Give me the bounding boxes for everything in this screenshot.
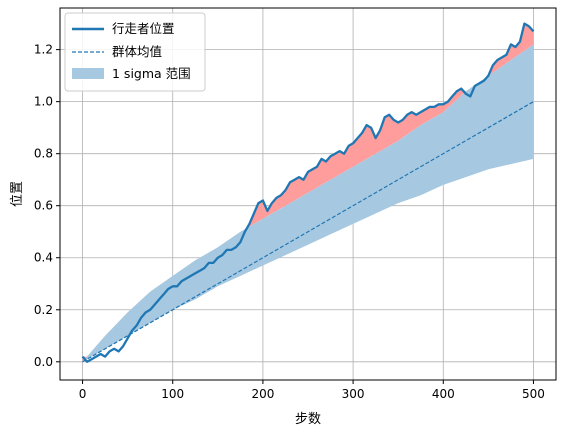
sigma-band	[82, 44, 534, 362]
legend-band-swatch	[72, 68, 104, 79]
y-tick-label: 1.2	[34, 43, 53, 57]
legend-band-label: 1 sigma 范围	[112, 66, 191, 81]
legend: 行走者位置 群体均值 1 sigma 范围	[64, 12, 206, 92]
sigma-band-layer	[82, 44, 534, 362]
y-tick-label: 0.2	[34, 303, 53, 317]
x-tick-label: 100	[161, 387, 184, 401]
excess-fill	[82, 23, 534, 362]
x-tick-label: 400	[432, 387, 455, 401]
x-tick-label: 0	[79, 387, 87, 401]
y-tick-label: 0.6	[34, 199, 53, 213]
y-tick-label: 0.8	[34, 147, 53, 161]
y-axis-label: 位置	[10, 181, 25, 207]
axis-ticks: 0 100 200 300 400 500 0.0 0.2 0.4 0.6 0.8 1.0 1.2	[34, 43, 545, 401]
x-tick-label: 500	[522, 387, 545, 401]
legend-mean-label: 群体均值	[112, 44, 162, 59]
series-walker-line	[81, 22, 535, 363]
x-tick-label: 200	[251, 387, 274, 401]
y-tick-label: 0.4	[34, 251, 53, 265]
excess-fill-layer	[82, 23, 534, 362]
x-axis-label: 步数	[295, 412, 321, 427]
series-layer	[81, 22, 535, 363]
series-mean-line	[82, 101, 534, 363]
y-tick-label: 0.0	[34, 355, 53, 369]
legend-walker-label: 行走者位置	[112, 21, 175, 36]
x-tick-label: 300	[342, 387, 365, 401]
y-tick-label: 1.0	[34, 95, 53, 109]
plot-frame	[59, 7, 557, 381]
